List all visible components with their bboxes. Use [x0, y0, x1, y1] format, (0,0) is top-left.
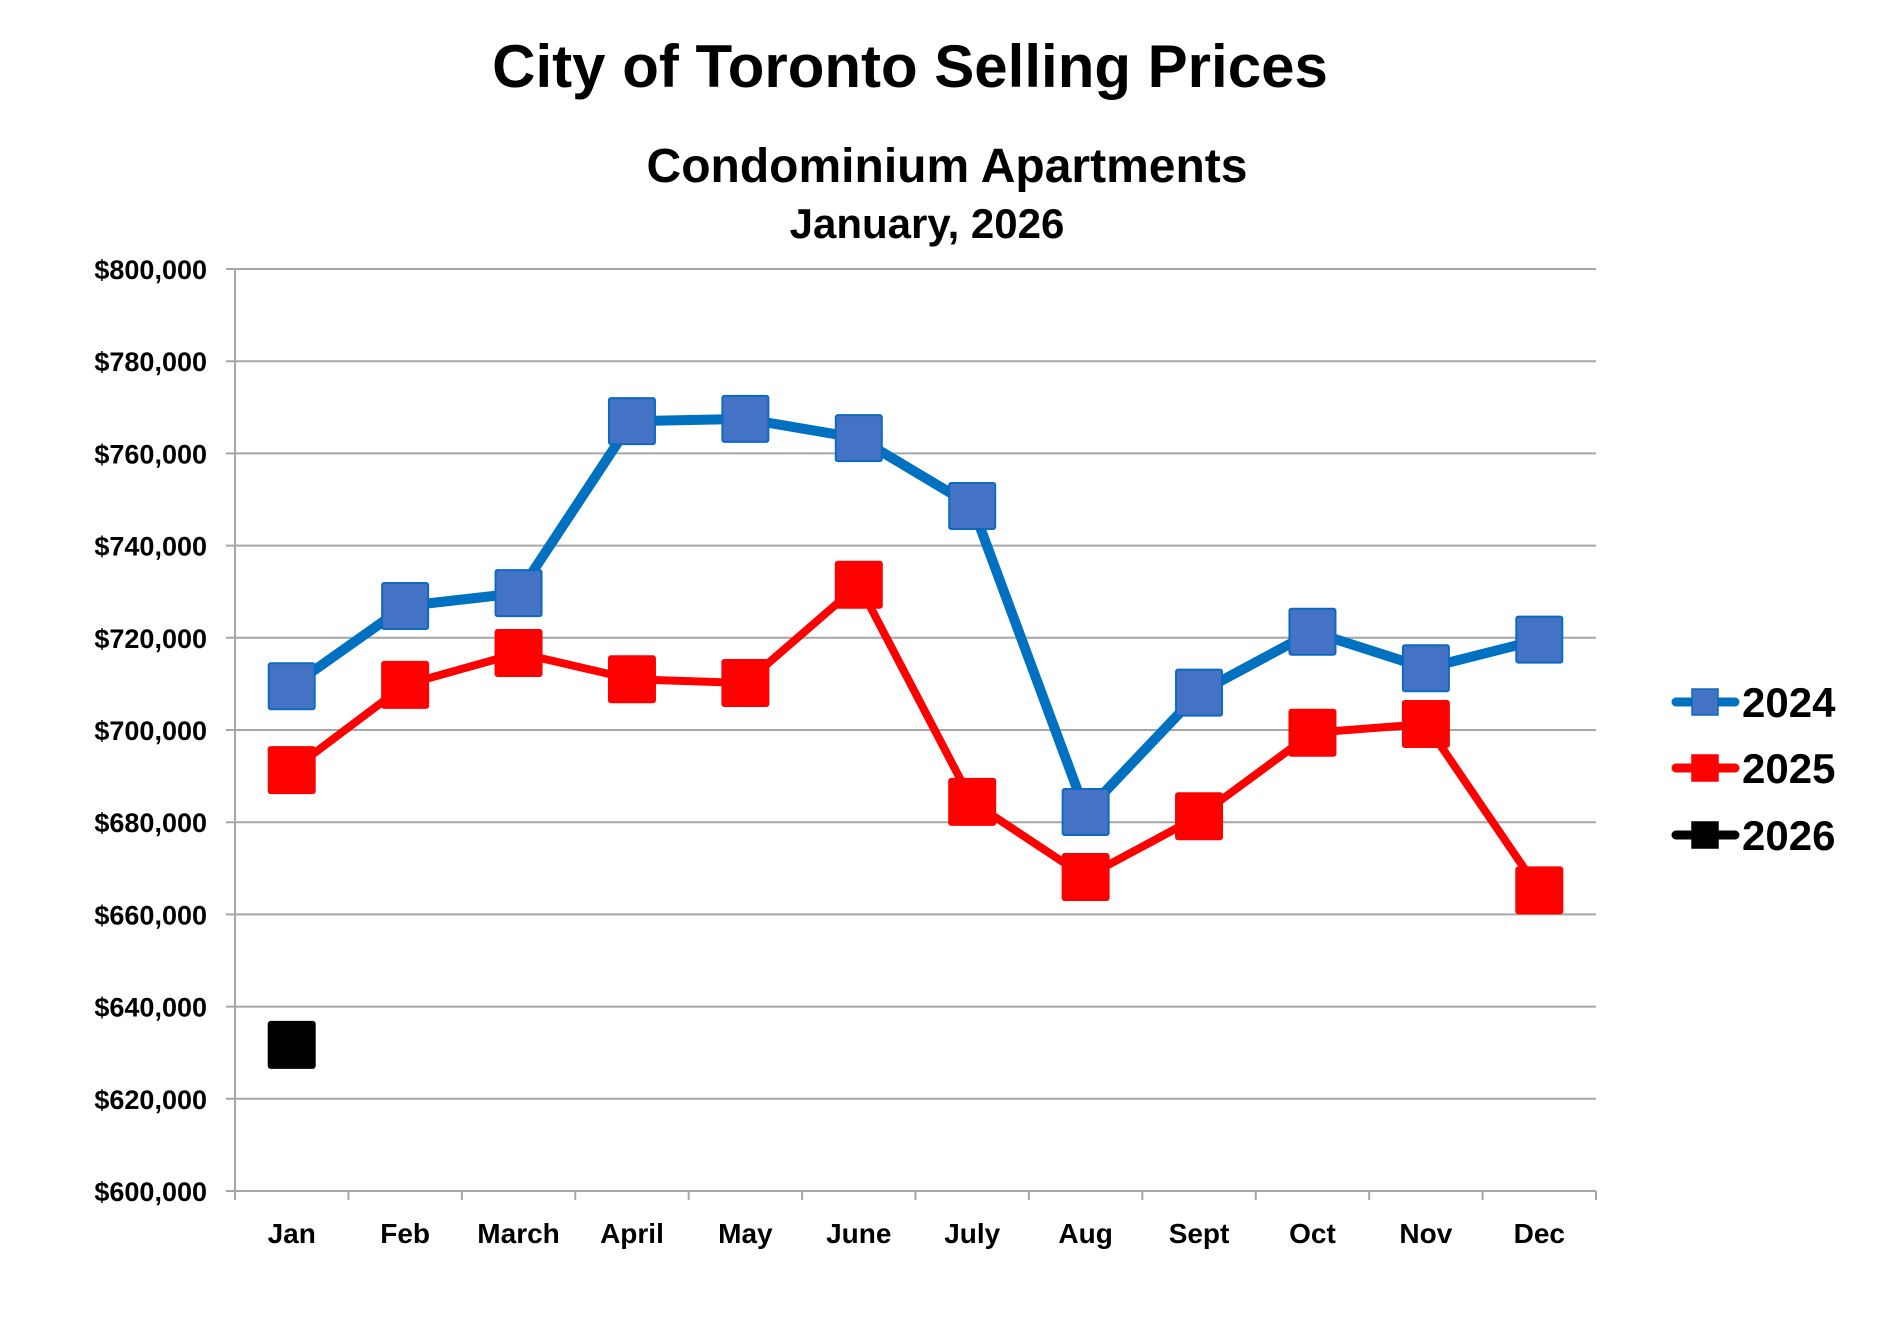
data-point-2025: [381, 660, 430, 709]
data-point-2024: [1175, 668, 1224, 717]
data-point-2024: [267, 662, 316, 711]
data-point-2025: [1061, 853, 1110, 902]
x-tick-label: March: [477, 1218, 559, 1249]
y-tick-label: $680,000: [94, 808, 207, 838]
chart-title: City of Toronto Selling Prices: [492, 33, 1328, 100]
data-point-2025: [721, 658, 770, 707]
legend-marker-2024: [1691, 688, 1719, 716]
legend-label-2024: 2024: [1742, 679, 1836, 726]
data-point-2024: [381, 581, 430, 630]
y-axis: $600,000 $620,000 $640,000 $660,000 $680,000…: [94, 255, 236, 1207]
data-point-2024: [834, 414, 883, 463]
data-point-2025: [1175, 792, 1224, 841]
chart-subtitle: Condominium Apartments: [647, 140, 1248, 193]
data-point-2025: [494, 629, 543, 678]
x-tick-label: Nov: [1399, 1218, 1452, 1249]
x-axis: Jan Feb March April May June July Aug Sept Oct Nov…: [234, 1191, 1597, 1249]
series-2025: [267, 560, 1564, 915]
series-2026: [267, 1020, 316, 1069]
series-2024: [267, 394, 1564, 837]
y-tick-label: $760,000: [94, 439, 207, 469]
y-tick-label: $600,000: [94, 1177, 207, 1207]
data-point-2025: [267, 746, 316, 795]
x-tick-label: July: [944, 1218, 1000, 1249]
chart-subtitle-date: January, 2026: [790, 200, 1065, 247]
data-point-2024: [948, 481, 997, 530]
data-point-2024: [1401, 644, 1450, 693]
data-point-2024: [1288, 607, 1337, 656]
y-tick-label: $720,000: [94, 624, 207, 654]
data-point-2024: [721, 394, 770, 443]
legend-marker-2025: [1691, 754, 1719, 782]
legend-label-2026: 2026: [1742, 812, 1835, 859]
y-tick-label: $640,000: [94, 993, 207, 1023]
data-point-2024: [1515, 615, 1564, 664]
x-tick-label: Dec: [1514, 1218, 1565, 1249]
data-point-2024: [494, 569, 543, 618]
data-point-2025: [607, 655, 656, 704]
data-point-2025: [1515, 866, 1564, 915]
x-tick-label: Oct: [1289, 1218, 1336, 1249]
legend-marker-2026: [1691, 821, 1719, 849]
x-tick-label: Sept: [1169, 1218, 1230, 1249]
legend: 2024 2025 2026: [1671, 679, 1836, 859]
data-point-2026: [267, 1020, 316, 1069]
y-tick-label: $740,000: [94, 532, 207, 562]
y-tick-label: $620,000: [94, 1085, 207, 1115]
data-point-2025: [1401, 700, 1450, 749]
y-tick-label: $700,000: [94, 716, 207, 746]
gridlines: [226, 268, 1596, 1192]
series-group: [267, 394, 1564, 1069]
data-point-2024: [1061, 788, 1110, 837]
x-tick-label: June: [826, 1218, 891, 1249]
series-line-2025: [289, 580, 1543, 893]
data-point-2025: [834, 560, 883, 609]
y-tick-label: $660,000: [94, 900, 207, 930]
legend-label-2025: 2025: [1742, 745, 1835, 792]
y-tick-label: $780,000: [94, 347, 207, 377]
data-point-2025: [1288, 708, 1337, 757]
data-point-2024: [607, 397, 656, 446]
series-line-2024: [288, 413, 1541, 818]
y-tick-label: $800,000: [94, 255, 207, 285]
data-point-2025: [948, 777, 997, 826]
x-tick-label: April: [600, 1218, 664, 1249]
x-tick-label: Feb: [380, 1218, 430, 1249]
x-tick-label: May: [718, 1218, 773, 1249]
x-tick-label: Aug: [1058, 1218, 1112, 1249]
x-tick-label: Jan: [268, 1218, 316, 1249]
